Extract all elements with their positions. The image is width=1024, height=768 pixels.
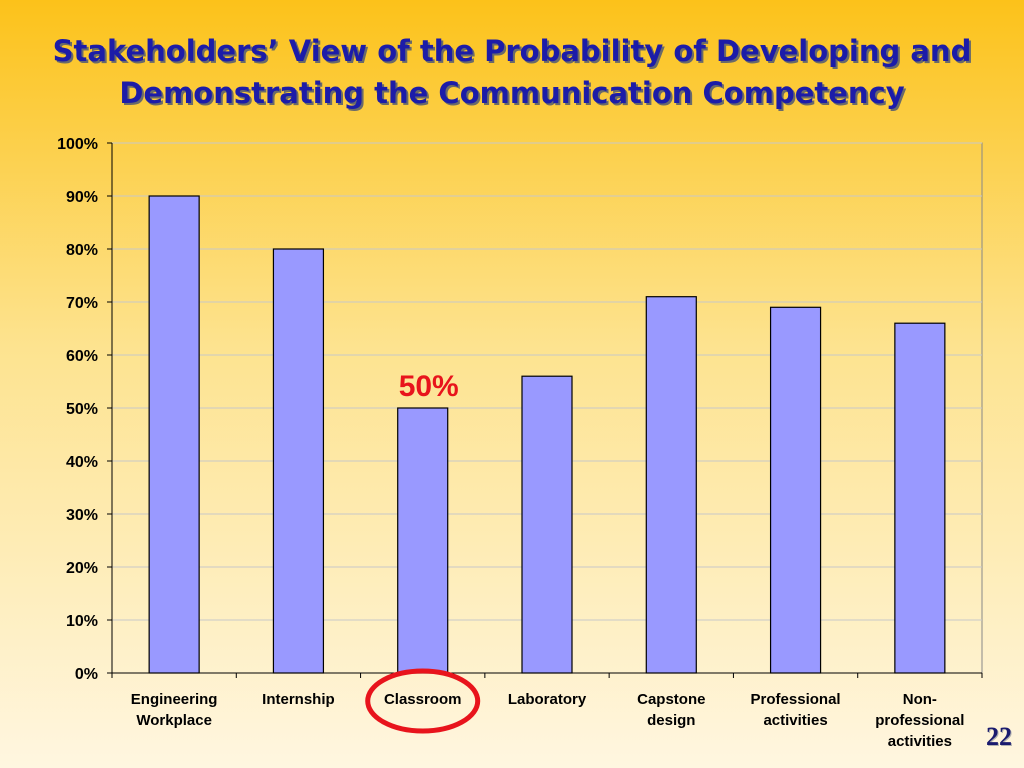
bar (645, 296, 697, 674)
y-tick-label: 10% (66, 613, 98, 630)
x-tick-label: Professional activities (751, 691, 841, 729)
y-tick-label: 50% (66, 401, 98, 418)
slide-title-line-1: Stakeholders’ View of the Probability of… (52, 34, 972, 68)
x-tick-label: Engineering Workplace (131, 691, 218, 729)
bar (148, 195, 200, 674)
bar (272, 248, 325, 674)
x-tick-label: Non-professional activities (875, 691, 964, 750)
y-tick-label: 0% (75, 666, 98, 683)
y-tick-label: 20% (66, 560, 98, 577)
y-tick-label: 70% (66, 295, 98, 312)
y-tick-label: 100% (57, 136, 98, 153)
highlight-ellipse (365, 668, 481, 734)
slide-title: Stakeholders’ View of the Probability of… (0, 30, 1024, 114)
x-tick-label: Classroom (384, 691, 462, 708)
x-tick-label: Internship (262, 691, 335, 708)
bar (894, 322, 946, 674)
y-tick-label: 40% (66, 454, 98, 471)
data-label-annotation: 50% (399, 370, 459, 403)
bar (397, 407, 449, 674)
x-tick-label: Laboratory (508, 691, 587, 708)
bar (521, 375, 573, 674)
slide-title-line-2: Demonstrating the Communication Competen… (119, 76, 905, 110)
bar (769, 306, 822, 674)
page-number: 22 (986, 722, 1012, 751)
y-tick-label: 80% (66, 242, 98, 259)
y-tick-label: 90% (66, 189, 98, 206)
y-tick-label: 30% (66, 507, 98, 524)
y-tick-label: 60% (66, 348, 98, 365)
x-tick-label: Capstone design (637, 691, 705, 729)
